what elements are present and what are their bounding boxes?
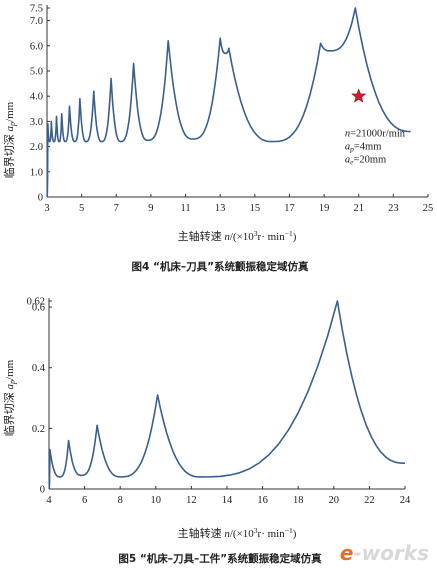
y-tick-label: 5.0 bbox=[30, 67, 43, 78]
x-tick-label: 6 bbox=[82, 495, 87, 506]
chart-fig5: 临界切深 ap/mm 主轴转速 n/(×103r· min−1) 图5 “机床–… bbox=[2, 297, 411, 566]
y-tick-label: 7.0 bbox=[30, 16, 43, 27]
x-tick-label: 4 bbox=[46, 495, 52, 506]
y-tick-label: 1.0 bbox=[30, 167, 43, 178]
y-tick-label: 3.0 bbox=[30, 117, 43, 128]
x-tick-label: 24 bbox=[400, 495, 411, 506]
y-tick-label: 2.0 bbox=[30, 142, 43, 153]
star-marker bbox=[351, 88, 367, 103]
x-tick-label: 22 bbox=[364, 495, 375, 506]
y-tick-label: 0 bbox=[38, 193, 43, 204]
fig4-xlabel: 主轴转速 n/(×103r· min−1) bbox=[178, 229, 297, 243]
fig4-ylabel: 临界切深 ap/mm bbox=[2, 101, 17, 178]
x-tick-label: 14 bbox=[222, 495, 233, 506]
x-tick-label: 21 bbox=[353, 203, 364, 214]
x-tick-label: 10 bbox=[151, 495, 162, 506]
x-tick-label: 8 bbox=[118, 495, 123, 506]
fig5-ylabel: 临界切深 ap/mm bbox=[2, 359, 17, 436]
x-tick-label: 16 bbox=[257, 495, 268, 506]
x-tick-label: 17 bbox=[284, 203, 295, 214]
annotation-label: ap=4mm bbox=[345, 142, 382, 154]
fig5-caption: 图5 “机床–刀具–工件”系统颤振稳定域仿真 bbox=[118, 552, 322, 565]
x-tick-label: 13 bbox=[215, 203, 226, 214]
watermark-logo: e-works bbox=[339, 541, 429, 565]
y-tick-label: 0.2 bbox=[32, 424, 45, 435]
y-tick-label: 6.0 bbox=[30, 41, 43, 52]
annotation-label: ae=20mm bbox=[345, 155, 386, 167]
y-tick-label: 4.0 bbox=[30, 92, 43, 103]
y-tick-label: 0.6 bbox=[32, 303, 45, 314]
chart-fig4: 临界切深 ap/mm 主轴转速 n/(×103r· min−1) 图4 “机床–… bbox=[2, 4, 433, 274]
x-tick-label: 9 bbox=[148, 203, 153, 214]
x-tick-label: 18 bbox=[293, 495, 304, 506]
fig4-caption: 图4 “机床–刀具”系统颤振稳定域仿真 bbox=[131, 260, 309, 273]
x-tick-label: 11 bbox=[180, 203, 190, 214]
x-tick-label: 3 bbox=[44, 203, 49, 214]
x-tick-label: 15 bbox=[250, 203, 261, 214]
x-tick-label: 25 bbox=[423, 203, 434, 214]
annotation-label: n=21000r/min bbox=[345, 129, 406, 140]
x-tick-label: 20 bbox=[329, 495, 340, 506]
fig5-xlabel: 主轴转速 n/(×103r· min−1) bbox=[178, 526, 297, 540]
x-tick-label: 5 bbox=[79, 203, 84, 214]
y-tick-label: 0 bbox=[40, 485, 45, 496]
y-tick-label: 7.5 bbox=[30, 4, 43, 15]
x-tick-label: 12 bbox=[186, 495, 197, 506]
series-line bbox=[48, 300, 406, 490]
y-tick-label: 0.4 bbox=[32, 363, 46, 374]
y-tick-label: 0.62 bbox=[27, 297, 45, 308]
series-line bbox=[46, 7, 411, 198]
x-tick-label: 23 bbox=[388, 203, 399, 214]
x-tick-label: 19 bbox=[319, 203, 330, 214]
x-tick-label: 7 bbox=[114, 203, 119, 214]
